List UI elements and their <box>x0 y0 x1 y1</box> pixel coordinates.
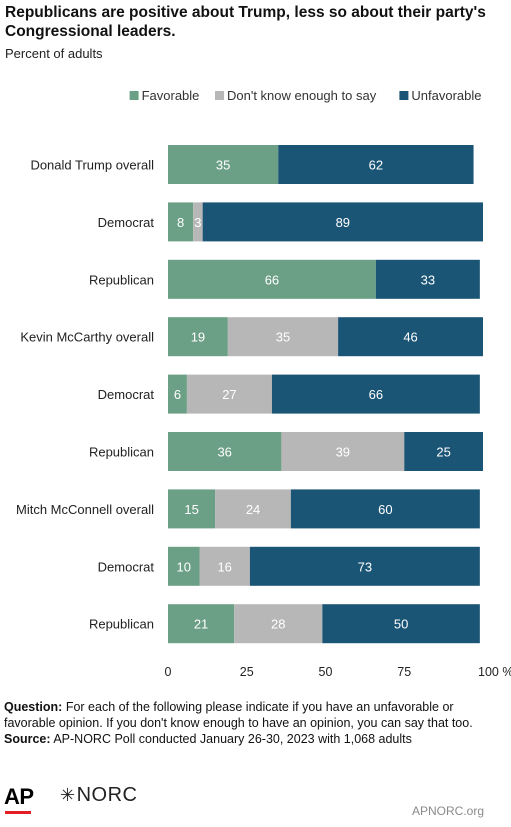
legend-swatch-2 <box>399 91 409 100</box>
source-note: Source: AP-NORC Poll conducted January 2… <box>4 731 504 747</box>
category-label-3: Kevin McCarthy overall <box>20 330 154 345</box>
bar-segment-8-0 <box>168 604 235 644</box>
data-label-0-0: 35 <box>216 158 230 173</box>
category-label-2: Republican <box>89 272 154 287</box>
bar-segment-2-0 <box>168 259 376 299</box>
bar-segment-1-0 <box>168 202 194 242</box>
data-label-6-0: 15 <box>184 502 198 517</box>
data-label-2-2: 33 <box>421 272 435 287</box>
category-label-4: Democrat <box>98 387 155 402</box>
bar-segment-1-2 <box>202 202 483 242</box>
bar-segment-4-1 <box>186 374 272 414</box>
x-tick-label-1: 25 <box>240 665 254 679</box>
bar-segment-4-2 <box>271 374 480 414</box>
bar-segment-7-0 <box>168 546 200 586</box>
data-label-3-0: 19 <box>191 330 205 345</box>
bar-segment-5-2 <box>404 432 483 471</box>
data-label-4-0: 6 <box>174 387 181 402</box>
norc-logo: ✳NORC <box>60 784 137 807</box>
norc-logo-text: NORC <box>76 784 138 806</box>
stacked-bar-chart: Favorable Don't know enough to say Unfavor… <box>16 88 511 679</box>
ap-logo-underline <box>5 811 31 814</box>
category-label-7: Democrat <box>98 559 155 574</box>
data-label-2-0: 66 <box>265 272 279 287</box>
data-label-1-2: 89 <box>336 215 350 230</box>
norc-star-icon: ✳ <box>60 785 76 805</box>
bar-segment-3-1 <box>227 317 339 357</box>
bar-segment-8-2 <box>322 604 480 644</box>
bar-segment-6-2 <box>290 489 480 529</box>
data-label-8-0: 21 <box>194 617 208 632</box>
chart-title: Republicans are positive about Trump, le… <box>5 4 486 40</box>
legend-label-2: Unfavorable <box>411 88 481 103</box>
data-label-1-0: 8 <box>177 215 184 230</box>
x-tick-label-3: 75 <box>397 665 411 679</box>
x-tick-label-2: 50 <box>319 665 333 679</box>
bar-segment-5-0 <box>168 432 282 471</box>
data-label-7-0: 10 <box>177 559 191 574</box>
data-label-7-1: 16 <box>217 559 231 574</box>
bar-segment-6-0 <box>168 489 216 529</box>
bar-segment-7-1 <box>199 546 250 586</box>
category-label-0: Donald Trump overall <box>30 158 154 173</box>
bar-segment-4-0 <box>168 374 187 414</box>
data-label-4-1: 27 <box>222 387 236 402</box>
bar-segment-3-2 <box>338 317 483 357</box>
bar-segment-3-0 <box>168 317 228 357</box>
data-label-1-1: 3 <box>194 215 201 230</box>
legend-label-0: Favorable <box>142 88 200 103</box>
bar-segment-2-2 <box>375 259 480 299</box>
data-label-5-0: 36 <box>217 445 231 460</box>
legend-swatch-1 <box>215 91 224 100</box>
bar-segment-6-1 <box>215 489 291 529</box>
data-label-7-2: 73 <box>358 559 372 574</box>
data-label-0-2: 62 <box>369 158 383 173</box>
chart-subtitle: Percent of adults <box>5 46 103 61</box>
data-label-8-2: 50 <box>394 617 408 632</box>
bar-segment-5-1 <box>281 432 405 471</box>
chart-footer: Question: For each of the following plea… <box>4 699 504 747</box>
question-label: Question: <box>4 700 63 714</box>
bar-segment-0-0 <box>168 145 279 184</box>
data-label-3-2: 46 <box>403 330 417 345</box>
data-label-6-1: 24 <box>246 502 260 517</box>
bar-segment-0-2 <box>278 145 474 184</box>
question-text: For each of the following please indicat… <box>4 700 473 730</box>
bar-segment-7-2 <box>249 546 480 586</box>
legend-swatch-0 <box>129 91 139 100</box>
data-label-4-2: 66 <box>369 387 383 402</box>
legend-label-1: Don't know enough to say <box>227 88 377 103</box>
question-note: Question: For each of the following plea… <box>4 699 504 731</box>
data-label-8-1: 28 <box>271 617 285 632</box>
site-url: APNORC.org <box>412 804 485 818</box>
ap-logo: AP <box>4 784 34 809</box>
category-label-1: Democrat <box>98 215 155 230</box>
category-label-5: Republican <box>89 445 154 460</box>
data-label-5-2: 25 <box>436 445 450 460</box>
source-text: AP-NORC Poll conducted January 26-30, 20… <box>53 732 412 746</box>
bar-segment-8-1 <box>234 604 323 644</box>
bar-segment-1-1 <box>193 202 203 242</box>
x-tick-label-4: 100 % <box>478 665 511 679</box>
data-label-5-1: 39 <box>336 445 350 460</box>
x-tick-label-0: 0 <box>165 665 172 679</box>
source-label: Source: <box>4 732 51 746</box>
category-label-6: Mitch McConnell overall <box>16 502 154 517</box>
data-label-3-1: 35 <box>276 330 290 345</box>
data-label-6-2: 60 <box>378 502 392 517</box>
category-label-8: Republican <box>89 617 154 632</box>
